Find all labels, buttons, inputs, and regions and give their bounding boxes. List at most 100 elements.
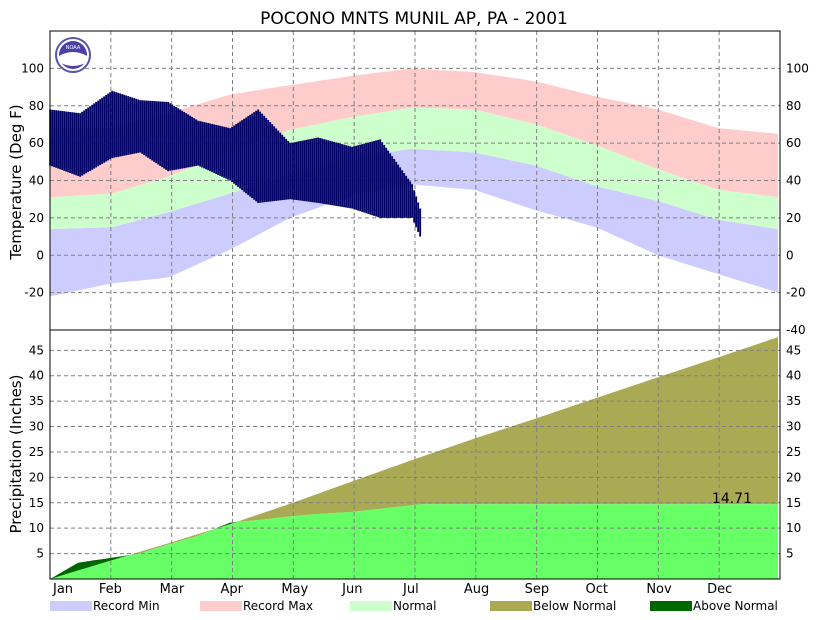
observed-temperature-bar xyxy=(95,102,98,168)
observed-temperature-bar xyxy=(177,108,180,170)
observed-temperature-bar xyxy=(319,138,322,204)
observed-temperature-bar xyxy=(399,167,402,218)
observed-temperature-bars xyxy=(49,90,422,237)
record-max-band xyxy=(50,68,778,198)
observed-temperature-bar xyxy=(353,146,356,210)
precipitation-tick-right: 10 xyxy=(786,521,801,535)
observed-temperature-bar xyxy=(327,140,330,205)
observed-temperature-bar xyxy=(237,122,240,187)
observed-temperature-bar xyxy=(141,100,144,154)
observed-temperature-bar xyxy=(167,102,170,172)
precipitation-tick-left: 45 xyxy=(29,343,44,357)
observed-temperature-bar xyxy=(311,138,314,203)
precipitation-frame xyxy=(49,329,781,580)
observed-temperature-bar xyxy=(219,125,222,176)
month-label: Jun xyxy=(341,582,362,597)
temperature-tick-right: 80 xyxy=(786,99,801,113)
observed-temperature-bar xyxy=(377,139,380,218)
observed-temperature-bar xyxy=(295,141,298,200)
legend-label-record-min: Record Min xyxy=(93,599,160,613)
observed-temperature-bar xyxy=(321,138,324,204)
observed-temperature-bar xyxy=(355,145,358,210)
observed-temperature-bar xyxy=(417,202,420,232)
observed-temperature-bar xyxy=(147,100,150,158)
precipitation-tick-right: 25 xyxy=(786,445,801,459)
observed-temperature-bar xyxy=(371,141,374,216)
observed-temperature-bar xyxy=(269,122,272,202)
month-label: Oct xyxy=(586,582,608,597)
legend-label-below-normal: Below Normal xyxy=(533,599,616,613)
observed-temperature-bar xyxy=(207,123,210,171)
observed-temperature-bar xyxy=(99,99,102,166)
observed-temperature-bar xyxy=(159,101,162,166)
precipitation-tick-right: 45 xyxy=(786,343,801,357)
precipitation-tick-left: 15 xyxy=(29,496,44,510)
legend-swatch-record-max xyxy=(200,601,242,611)
observed-temperature-bar xyxy=(73,112,76,175)
precipitation-total-annotation: 14.71 xyxy=(712,491,752,507)
observed-temperature-bar xyxy=(211,123,214,173)
observed-temperature-bar xyxy=(307,139,310,202)
precipitation-tick-left: 40 xyxy=(29,369,44,383)
normal-band xyxy=(50,107,778,230)
observed-temperature-bar xyxy=(361,144,364,212)
observed-temperature-bar xyxy=(253,112,256,200)
observed-temperature-bar xyxy=(123,94,126,156)
observed-temperature-bar xyxy=(143,100,146,156)
temperature-tick-right: 20 xyxy=(786,211,801,225)
observed-temperature-bar xyxy=(105,95,108,162)
observed-temperature-bar xyxy=(69,111,72,174)
month-label: Apr xyxy=(221,582,244,597)
observed-temperature-bar xyxy=(349,146,352,209)
legend-label-record-max: Record Max xyxy=(243,599,313,613)
observed-temperature-bar xyxy=(337,143,340,207)
observed-temperature-bar xyxy=(165,101,168,170)
observed-temperature-bar xyxy=(153,101,156,162)
observed-temperature-bar xyxy=(283,136,286,200)
observed-temperature-bar xyxy=(365,143,368,214)
observed-temperature-bar xyxy=(325,139,328,205)
observed-temperature-bar xyxy=(275,128,278,201)
observed-temperature-bar xyxy=(391,156,394,218)
observed-temperature-bar xyxy=(215,124,218,174)
month-label: Sep xyxy=(525,582,550,597)
observed-temperature-bar xyxy=(65,111,68,172)
legend-label-above-normal: Above Normal xyxy=(693,599,778,613)
observed-temperature-bar xyxy=(135,98,138,154)
observed-temperature-bar xyxy=(109,92,112,160)
record-max-area xyxy=(50,68,778,198)
month-label: Aug xyxy=(464,582,489,597)
observed-temperature-bar xyxy=(339,143,342,207)
legend-label-normal: Normal xyxy=(393,599,436,613)
observed-temperature-bar xyxy=(189,115,192,168)
precipitation-tick-right: 20 xyxy=(786,470,801,484)
observed-temperature-bar xyxy=(67,111,70,173)
normal-precip-area xyxy=(50,504,778,579)
temperature-tick-right: 40 xyxy=(786,174,801,188)
observed-temperature-bar xyxy=(263,115,266,203)
temperature-tick-left: 0 xyxy=(36,248,44,262)
precipitation-tick-left: 35 xyxy=(29,394,44,408)
observed-temperature-bar xyxy=(71,112,74,174)
observed-temperature-bar xyxy=(277,130,280,201)
observed-temperature-bar xyxy=(255,110,258,202)
observed-temperature-bar xyxy=(97,100,100,167)
observed-temperature-bar xyxy=(363,143,366,213)
observed-temperature-bar xyxy=(409,181,412,218)
temperature-tick-left: 80 xyxy=(29,99,44,113)
observed-temperature-bar xyxy=(61,110,64,171)
observed-temperature-bar xyxy=(57,110,60,169)
observed-temperature-bar xyxy=(213,124,216,174)
precipitation-tick-left: 30 xyxy=(29,420,44,434)
observed-temperature-bar xyxy=(115,92,118,158)
observed-temperature-bar xyxy=(217,125,220,175)
month-label: Dec xyxy=(707,582,732,597)
observed-temperature-bar xyxy=(187,114,190,168)
month-label: Jan xyxy=(52,582,73,597)
observed-temperature-bar xyxy=(231,126,234,183)
observed-temperature-bar xyxy=(223,126,226,178)
observed-temperature-bar xyxy=(301,140,304,201)
observed-temperature-bar xyxy=(175,106,178,170)
observed-temperature-bar xyxy=(281,134,284,201)
observed-temperature-bar xyxy=(163,101,166,169)
